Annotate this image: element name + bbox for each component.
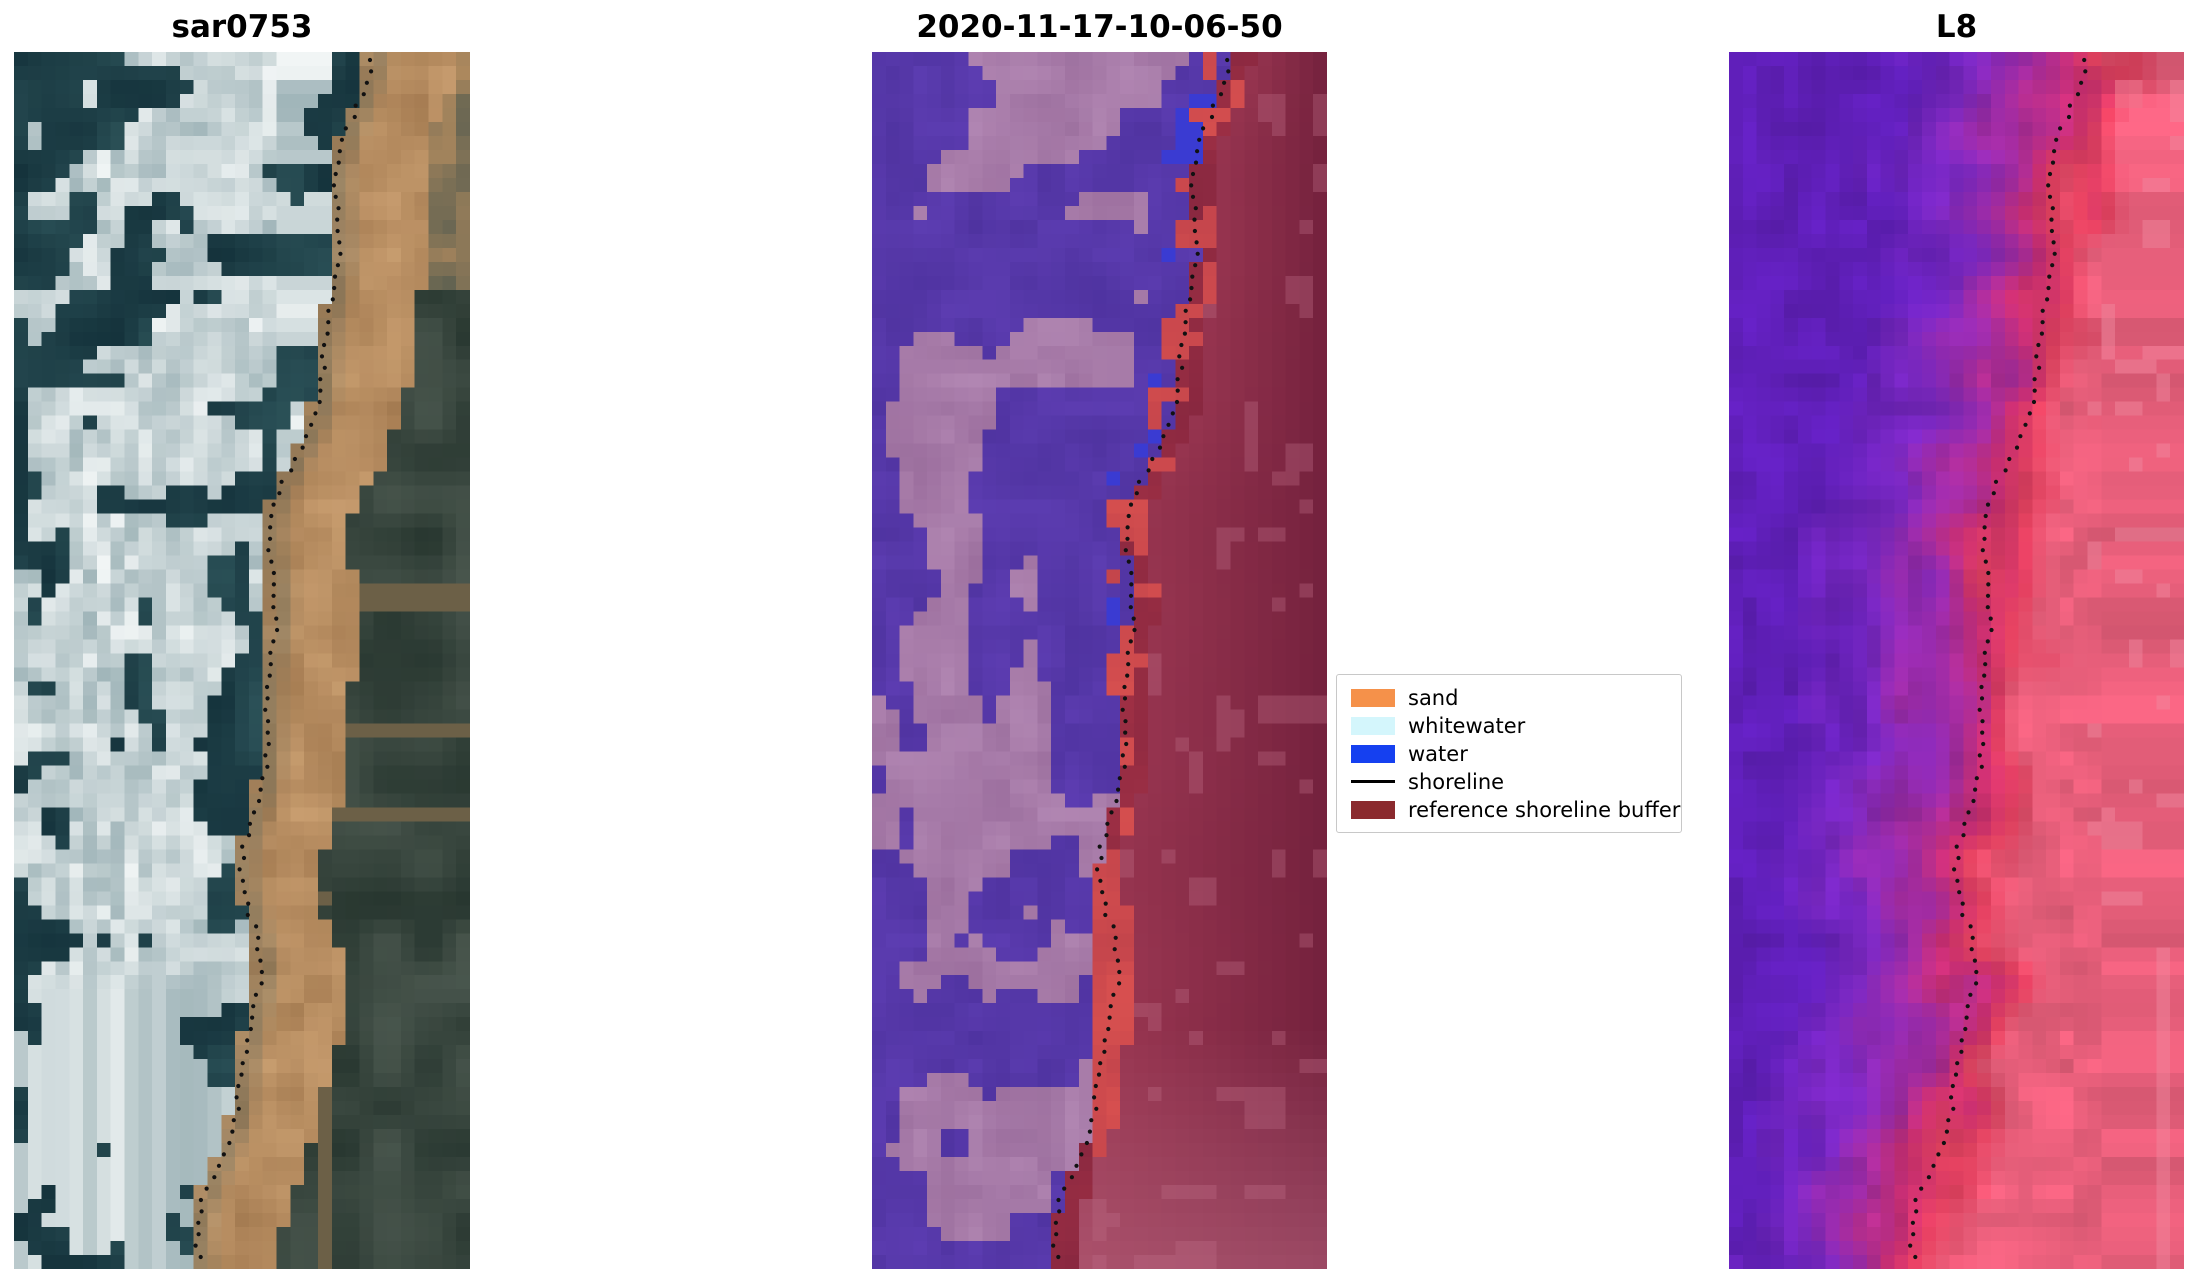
legend-label-reference-shoreline-buffer: reference shoreline buffer (1408, 797, 1681, 822)
sand-swatch (1351, 688, 1395, 707)
shoreline-line-swatch (1351, 780, 1395, 783)
panel-title-sar: sar0753 (171, 9, 313, 45)
legend-label-sand: sand (1408, 685, 1459, 710)
reference-shoreline-buffer-swatch (1351, 800, 1395, 819)
panel-l8 (1729, 52, 2184, 1269)
legend-label-whitewater: whitewater (1408, 713, 1526, 738)
panel-title-l8: L8 (1935, 9, 1978, 45)
whitewater-swatch (1351, 716, 1395, 735)
classification-image (872, 52, 1327, 1269)
legend-label-water: water (1408, 741, 1468, 766)
legend-item-sand: sand (1351, 685, 1667, 710)
legend-item-water: water (1351, 741, 1667, 766)
panel-classification (872, 52, 1327, 1269)
sar-image (14, 52, 470, 1269)
l8-image (1729, 52, 2184, 1269)
legend: sand whitewater water shoreline referenc… (1336, 674, 1682, 833)
panel-title-classification: 2020-11-17-10-06-50 (916, 9, 1283, 45)
shoreline-dots-overlay (193, 57, 374, 1260)
water-swatch (1351, 744, 1395, 763)
legend-item-shoreline: shoreline (1351, 769, 1667, 794)
shoreline-dots-overlay (1908, 57, 2088, 1260)
panel-sar (14, 52, 470, 1269)
shoreline-dots-overlay (1051, 57, 1231, 1260)
legend-item-whitewater: whitewater (1351, 713, 1667, 738)
legend-label-shoreline: shoreline (1408, 769, 1505, 794)
legend-item-reference-shoreline-buffer: reference shoreline buffer (1351, 798, 1680, 822)
